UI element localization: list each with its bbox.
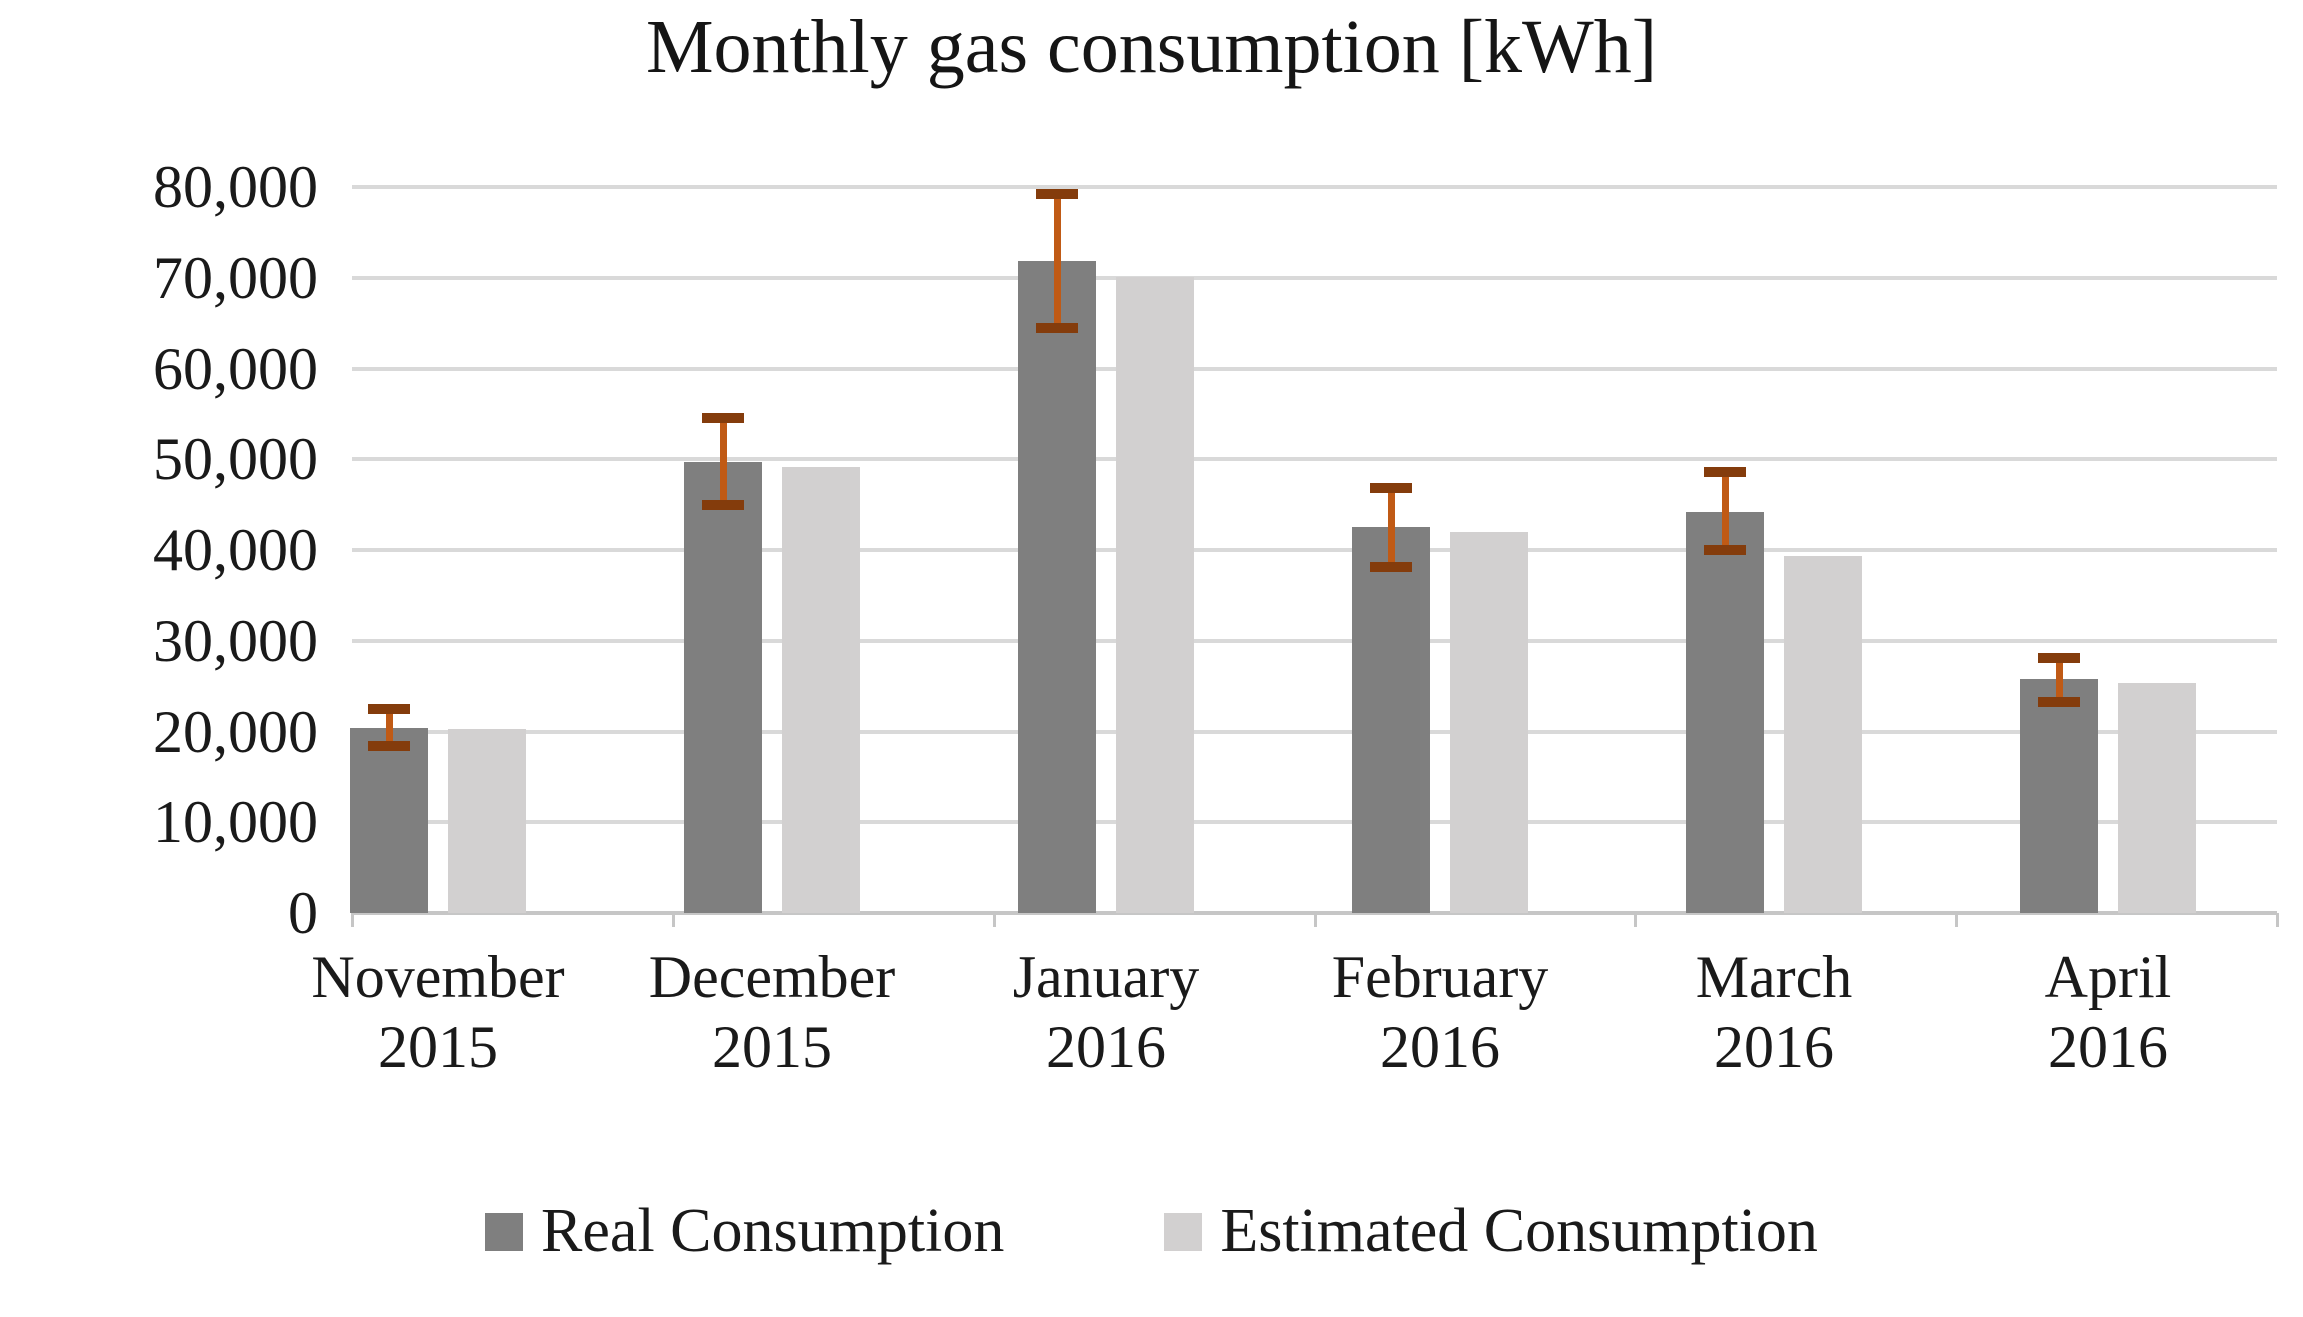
y-tick-label: 60,000: [153, 335, 318, 402]
bar-real-consumption: [350, 727, 428, 913]
gridline: [352, 275, 2277, 280]
y-tick-label: 0: [288, 880, 318, 946]
x-category-label: April 2016: [1938, 942, 2278, 1082]
error-bar-cap-bottom: [1704, 545, 1746, 555]
x-category-label: March 2016: [1604, 942, 1944, 1082]
x-category-year: 2015: [378, 1014, 498, 1080]
x-category-month: February: [1331, 944, 1549, 1010]
x-category-month: November: [311, 944, 565, 1010]
x-axis-tick: [351, 913, 354, 927]
y-tick-label: 30,000: [153, 607, 318, 674]
gridline: [352, 820, 2277, 825]
y-tick-label: 10,000: [153, 789, 318, 856]
legend-swatch: [485, 1212, 524, 1251]
y-tick-label: 80,000: [153, 154, 318, 220]
x-category-month: January: [1012, 944, 1200, 1010]
x-category-year: 2016: [1380, 1014, 1500, 1080]
error-bar-cap-top: [1704, 467, 1746, 478]
error-bar-stem: [719, 416, 727, 505]
error-bar-stem: [1721, 471, 1729, 550]
y-tick-label: 70,000: [153, 244, 318, 311]
legend-item: Estimated Consumption: [1164, 1196, 1818, 1267]
x-category-year: 2015: [712, 1014, 832, 1080]
x-axis-tick: [2276, 913, 2279, 927]
x-category-label: January 2016: [936, 942, 1276, 1082]
bar-estimated-consumption: [2118, 683, 2196, 913]
gridline: [352, 457, 2277, 462]
bar-real-consumption: [2020, 678, 2098, 913]
bar-estimated-consumption: [1450, 531, 1528, 913]
legend-label: Real Consumption: [541, 1197, 1005, 1265]
bar-real-consumption: [1686, 511, 1764, 913]
gridline: [352, 729, 2277, 734]
error-bar-cap-bottom: [702, 499, 744, 510]
x-axis-tick: [1634, 913, 1638, 927]
legend-item: Real Consumption: [485, 1196, 1004, 1267]
x-category-year: 2016: [1714, 1014, 1834, 1080]
gridline: [352, 548, 2277, 552]
error-bar-stem: [2055, 657, 2063, 702]
x-category-month: December: [648, 944, 896, 1010]
x-category-label: February 2016: [1270, 942, 1610, 1082]
bar-real-consumption: [684, 461, 762, 913]
error-bar-cap-top: [702, 412, 744, 423]
error-bar-cap-bottom: [1036, 322, 1078, 333]
error-bar-cap-bottom: [368, 741, 410, 752]
bar-estimated-consumption: [1116, 276, 1194, 913]
x-axis-tick: [1313, 913, 1317, 927]
error-bar-cap-bottom: [2038, 696, 2080, 707]
x-category-label: November 2015: [268, 942, 608, 1082]
bar-estimated-consumption: [448, 728, 526, 913]
y-tick-label: 20,000: [153, 698, 318, 765]
x-axis-tick: [1955, 913, 1959, 927]
x-category-year: 2016: [1046, 1014, 1166, 1080]
error-bar-cap-top: [2038, 653, 2080, 664]
gridline: [352, 366, 2277, 371]
gridline: [352, 185, 2277, 189]
chart-legend: Real Consumption Estimated Consumption: [0, 1196, 2303, 1267]
error-bar-cap-bottom: [1370, 562, 1412, 573]
error-bar-stem: [1053, 193, 1061, 328]
x-axis-tick: [671, 913, 675, 927]
bar-estimated-consumption: [1784, 556, 1862, 913]
error-bar-cap-top: [368, 703, 410, 714]
y-tick-label: 40,000: [153, 517, 318, 583]
x-category-label: December 2015: [602, 942, 942, 1082]
x-category-month: April: [2044, 944, 2172, 1010]
x-axis-tick: [992, 913, 996, 927]
x-category-year: 2016: [2048, 1014, 2168, 1080]
bar-estimated-consumption: [782, 466, 860, 913]
y-tick-label: 50,000: [153, 426, 318, 493]
gridline: [352, 638, 2277, 643]
bar-real-consumption: [1018, 260, 1096, 913]
legend-swatch: [1164, 1212, 1203, 1251]
x-category-month: March: [1695, 944, 1853, 1010]
error-bar-cap-top: [1036, 189, 1078, 200]
bar-real-consumption: [1352, 527, 1430, 913]
error-bar-stem: [385, 707, 393, 746]
legend-label: Estimated Consumption: [1220, 1197, 1818, 1265]
error-bar-cap-top: [1370, 483, 1412, 494]
chart-title: Monthly gas consumption [kWh]: [645, 5, 1658, 89]
error-bar-stem: [1387, 487, 1395, 568]
